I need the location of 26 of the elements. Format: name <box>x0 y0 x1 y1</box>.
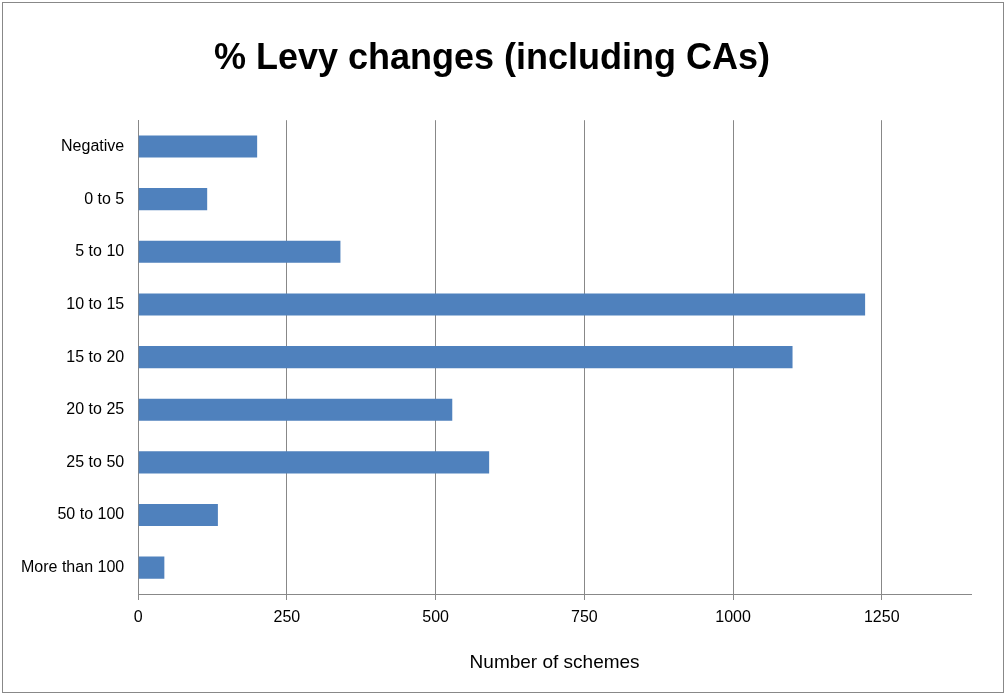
x-tick-label: 1250 <box>863 608 900 626</box>
y-tick-label: 25 to 50 <box>66 452 125 470</box>
bar <box>138 188 208 211</box>
y-tick-label: 20 to 25 <box>66 400 125 418</box>
x-axis-title: Number of schemes <box>469 650 640 672</box>
x-tick-label: 1000 <box>715 608 751 626</box>
x-tick-label: 750 <box>570 608 598 626</box>
chart-title: % Levy changes (including CAs) <box>213 35 771 77</box>
bar <box>138 135 258 158</box>
x-tick-label: 250 <box>273 608 301 626</box>
bar <box>138 346 793 369</box>
bar <box>138 556 165 579</box>
bar <box>138 398 453 421</box>
x-tick-label: 500 <box>422 608 450 626</box>
y-tick-label: 15 to 20 <box>66 347 125 365</box>
y-tick-label: Negative <box>61 136 125 154</box>
y-tick-label: 10 to 15 <box>66 294 125 312</box>
y-tick-label: 0 to 5 <box>84 189 125 207</box>
x-tick-label: 0 <box>133 608 143 626</box>
y-tick-label: 50 to 100 <box>57 505 125 523</box>
bar <box>138 293 866 316</box>
y-tick-label: More than 100 <box>20 558 125 576</box>
bar <box>138 240 341 263</box>
y-tick-label: 5 to 10 <box>75 242 125 260</box>
bar <box>138 503 218 527</box>
bar <box>138 451 490 474</box>
